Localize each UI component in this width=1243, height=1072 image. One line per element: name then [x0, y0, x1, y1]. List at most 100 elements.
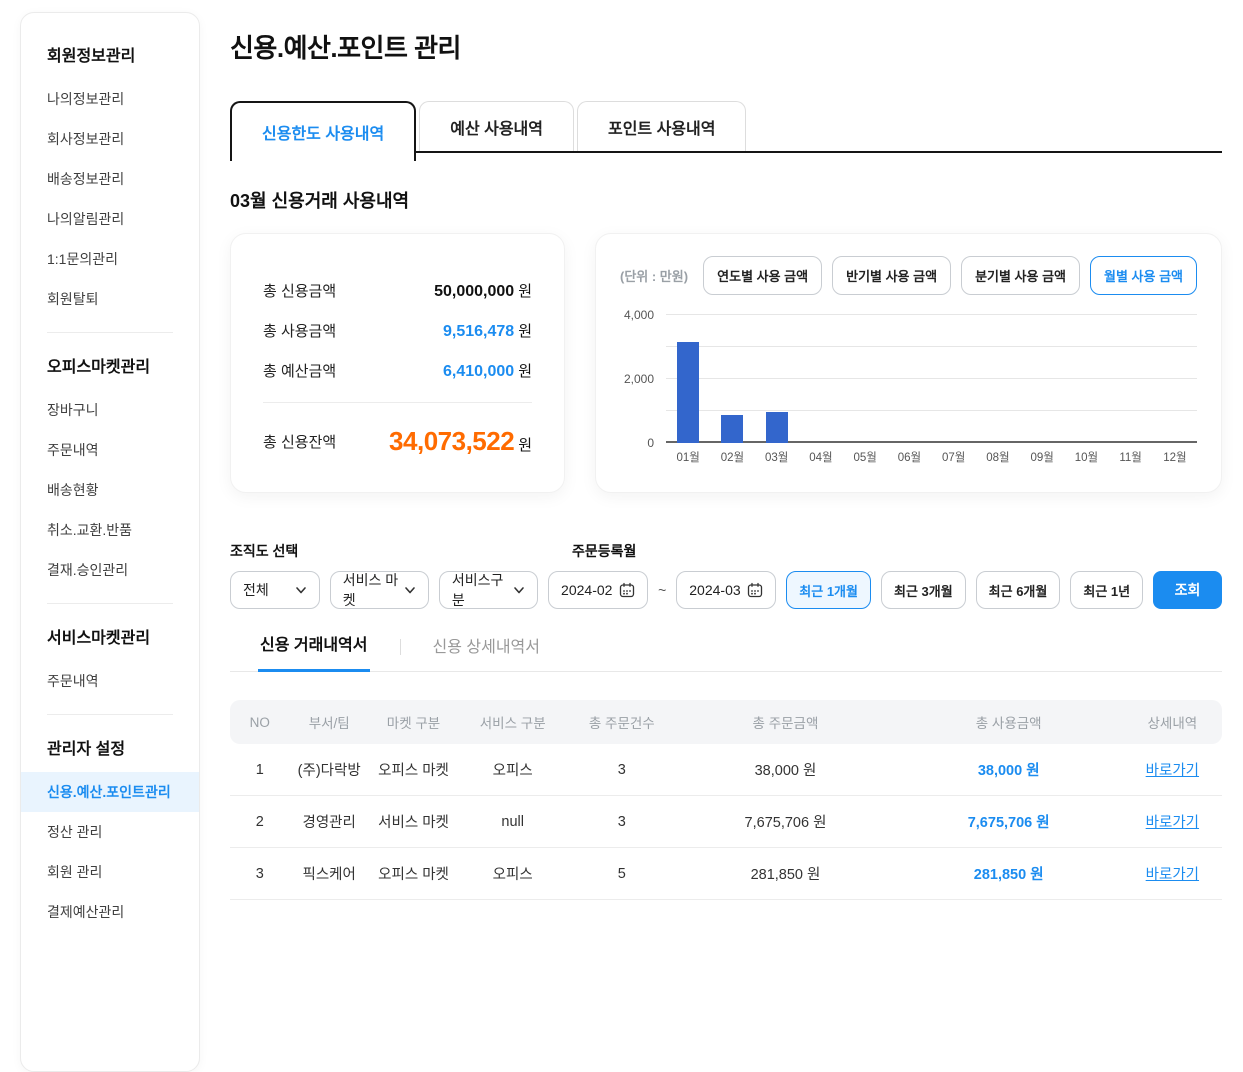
section-heading: 03월 신용거래 사용내역 — [230, 191, 410, 211]
chart-bar-slot — [1020, 315, 1064, 443]
chart-gridline — [666, 378, 1197, 379]
credit-budget-point-admin-page: { "colors":{ "accent":"#1b8cf0", "accent… — [20, 12, 1222, 1072]
subtab-separator — [399, 639, 401, 655]
detail-link[interactable]: 바로가기 — [1145, 763, 1200, 779]
filter-section: 조직도 선택 주문등록월 전체 서비스 마켓 서비스구분 2024-02 ~ — [230, 541, 1222, 609]
sidebar-item[interactable]: 취소.교환.반품 — [47, 522, 133, 538]
main-content: 신용.예산.포인트 관리 신용한도 사용내역 예산 사용내역 포인트 사용내역 03… — [230, 0, 1222, 900]
sidebar-item[interactable]: 회사정보관리 — [47, 131, 125, 147]
sidebar-item[interactable]: 장바구니 — [47, 402, 99, 418]
column-header: 서비스 구분 — [479, 716, 546, 731]
table-header-row: NO 부서/팀 마켓 구분 서비스 구분 총 주문건수 총 주문금액 총 사용금액 상세내역 — [230, 700, 1222, 744]
x-axis-tick-label: 04월 — [809, 452, 833, 464]
search-button[interactable]: 조회 — [1153, 571, 1222, 609]
sidebar-item[interactable]: 회원 관리 — [47, 864, 103, 880]
sidebar-item[interactable]: 주문내역 — [47, 442, 99, 458]
subtab-active[interactable]: 신용 거래내역서 — [258, 631, 370, 672]
credit-summary-card: 총 신용금액 50,000,000 원 총 사용금액 9,516,478 원 총 예산금액 6… — [230, 233, 565, 493]
chart-period-button-active[interactable]: 월별 사용 금액 — [1090, 256, 1197, 295]
sidebar-section-title: 오피스마켓관리 — [47, 359, 151, 376]
column-header: 총 사용금액 — [975, 716, 1042, 731]
quick-range-button[interactable]: 최근 6개월 — [975, 571, 1061, 609]
subtab[interactable]: 신용 상세내역서 — [432, 639, 541, 656]
balance-label: 총 신용잔액 — [263, 433, 337, 451]
chart-plot-area — [666, 314, 1197, 443]
table-cell: 1 — [255, 761, 264, 778]
chart-unit-label: (단위 : 만원) — [620, 269, 689, 284]
balance-unit: 원 — [518, 436, 532, 454]
sidebar-item[interactable]: 나의알림관리 — [47, 211, 125, 227]
market-select[interactable]: 서비스 마켓 — [329, 571, 429, 609]
x-axis-tick-label: 10월 — [1074, 452, 1099, 464]
org-select[interactable]: 전체 — [230, 571, 320, 609]
x-axis-tick-label: 12월 — [1163, 452, 1187, 464]
tab-bar: 신용한도 사용내역 예산 사용내역 포인트 사용내역 — [230, 101, 1222, 161]
sidebar-item[interactable]: 배송정보관리 — [47, 171, 125, 187]
usage-chart-card: (단위 : 만원) 연도별 사용 금액 반기별 사용 금액 분기별 사용 금액 월별 … — [595, 233, 1222, 493]
column-header: 마켓 구분 — [386, 716, 441, 731]
detail-link[interactable]: 바로가기 — [1145, 815, 1200, 831]
date-from-input[interactable]: 2024-02 — [548, 571, 649, 609]
calendar-icon — [748, 582, 763, 598]
chart-period-button[interactable]: 연도별 사용 금액 — [703, 256, 823, 295]
used-amount-cell: 7,675,706 원 — [967, 815, 1050, 831]
chart-bar-slot — [1064, 315, 1108, 443]
sidebar-item[interactable]: 결제예산관리 — [47, 904, 125, 920]
summary-row: 총 예산금액 6,410,000 원 — [263, 350, 532, 390]
summary-unit: 원 — [518, 362, 532, 380]
sidebar-section-divider — [47, 332, 173, 333]
service-select-value: 서비스구분 — [451, 572, 504, 608]
sidebar-item[interactable]: 주문내역 — [47, 673, 99, 689]
x-axis-tick-label: 02월 — [720, 452, 745, 464]
x-axis-tick-label: 05월 — [853, 452, 877, 464]
summary-row-label: 총 사용금액 — [263, 322, 337, 340]
sidebar-item[interactable]: 배송현황 — [47, 482, 99, 498]
x-axis-tick-label: 01월 — [676, 452, 700, 464]
table-body: 1 (주)다락방 오피스 마켓 오피스 3 38,000 원 38,000 원 바로가기 2 경영… — [230, 744, 1222, 900]
date-to-input[interactable]: 2024-03 — [676, 571, 777, 609]
sidebar-item[interactable]: 1:1문의관리 — [47, 251, 118, 267]
sidebar-item[interactable]: 정산 관리 — [47, 824, 103, 840]
tab-active[interactable]: 신용한도 사용내역 — [230, 101, 417, 161]
summary-balance-row: 총 신용잔액 34,073,522 원 — [263, 415, 532, 467]
sidebar-item[interactable]: 나의정보관리 — [47, 91, 125, 107]
report-subtabs: 신용 거래내역서 신용 상세내역서 — [230, 631, 1222, 672]
service-select[interactable]: 서비스구분 — [438, 571, 539, 609]
quick-range-button[interactable]: 최근 1년 — [1070, 571, 1144, 609]
bar-chart: 0 2,000 4,000 — [620, 308, 1197, 450]
chart-period-button[interactable]: 반기별 사용 금액 — [832, 256, 952, 295]
quick-range-buttons: 최근 1개월 최근 3개월 최근 6개월 최근 1년 — [786, 571, 1144, 609]
market-select-value: 서비스 마켓 — [342, 572, 399, 608]
table-cell: 3 — [617, 813, 626, 830]
detail-cell: 바로가기 — [1123, 811, 1222, 832]
summary-row-value: 50,000,000 원 — [434, 280, 532, 301]
sidebar-item[interactable]: 회원탈퇴 — [47, 291, 99, 307]
balance-amount: 34,073,522 — [389, 425, 515, 456]
sidebar-item-active[interactable]: 신용.예산.포인트관리 — [21, 772, 199, 812]
tab[interactable]: 포인트 사용내역 — [576, 101, 747, 151]
x-axis-tick-label: 08월 — [986, 452, 1010, 464]
chart-bars — [666, 315, 1197, 443]
chart-x-axis-labels: 01월 02월 03월 04월 05월 06월 07월 08월 09월 10월 11월 12월 — [666, 449, 1197, 465]
column-header: 상세내역 — [1147, 716, 1198, 731]
sidebar: 회원정보관리 나의정보관리 회사정보관리 배송정보관리 나의알림관리 1:1문의관리 회원탈… — [20, 12, 200, 1072]
summary-rows: 총 신용금액 50,000,000 원 총 사용금액 9,516,478 원 총 예산금액 6… — [263, 270, 532, 390]
chart-bar-03월 — [765, 411, 788, 443]
x-axis-tick-label: 06월 — [897, 452, 922, 464]
sidebar-section-divider — [47, 603, 173, 604]
chart-bar-slot — [932, 315, 976, 443]
table-cell: 281,850 원 — [750, 867, 821, 883]
detail-link[interactable]: 바로가기 — [1145, 867, 1200, 883]
quick-range-button-active[interactable]: 최근 1개월 — [786, 571, 871, 609]
table-cell: 오피스 — [492, 867, 533, 883]
sidebar-section-title: 서비스마켓관리 — [47, 630, 151, 647]
date-to-value: 2024-03 — [689, 582, 741, 598]
chart-period-buttons: 연도별 사용 금액 반기별 사용 금액 분기별 사용 금액 월별 사용 금액 — [703, 256, 1197, 295]
summary-row-label: 총 신용금액 — [263, 282, 337, 300]
chart-period-button[interactable]: 분기별 사용 금액 — [961, 256, 1081, 295]
balance-value: 34,073,522 원 — [389, 426, 532, 457]
page-title: 신용.예산.포인트 관리 — [230, 33, 461, 63]
quick-range-button[interactable]: 최근 3개월 — [880, 571, 966, 609]
sidebar-item[interactable]: 결재.승인관리 — [47, 562, 129, 578]
tab[interactable]: 예산 사용내역 — [419, 101, 574, 151]
